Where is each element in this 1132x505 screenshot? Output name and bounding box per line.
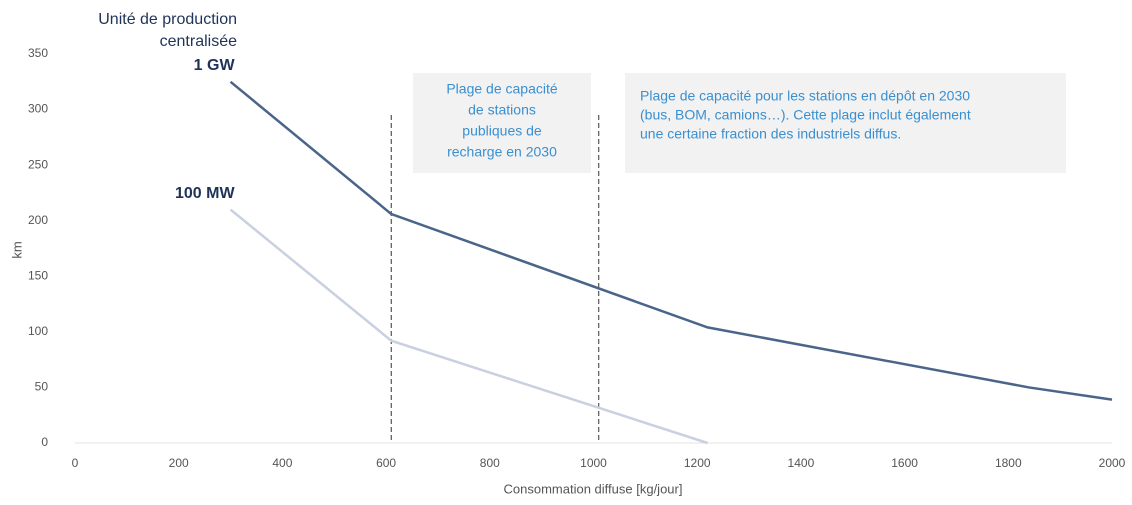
y-tick-label: 350 (28, 46, 48, 60)
y-axis-label: km (9, 241, 24, 258)
x-tick-label: 0 (72, 456, 79, 470)
annotation-box (413, 73, 591, 173)
annotation-text: Plage de capacité pour les stations en d… (640, 88, 970, 104)
x-tick-label: 1400 (788, 456, 815, 470)
annotation-text: Plage de capacité (446, 81, 558, 97)
annotation-text: une certaine fraction des industriels di… (640, 126, 901, 142)
x-tick-label: 2000 (1099, 456, 1126, 470)
series-label: 1 GW (194, 57, 236, 74)
x-tick-label: 800 (480, 456, 500, 470)
annotation-text: recharge en 2030 (447, 144, 557, 160)
x-tick-label: 600 (376, 456, 396, 470)
annotation-text: publiques de (462, 123, 542, 139)
x-tick-label: 1000 (580, 456, 607, 470)
y-tick-label: 250 (28, 157, 48, 171)
y-tick-label: 150 (28, 268, 48, 282)
series-label: 100 MW (175, 185, 235, 202)
annotation-box (625, 73, 1066, 173)
x-tick-label: 1200 (684, 456, 711, 470)
x-tick-label: 400 (272, 456, 292, 470)
annotation-text: de stations (468, 102, 536, 118)
x-tick-label: 200 (169, 456, 189, 470)
x-axis-label: Consommation diffuse [kg/jour] (504, 481, 683, 496)
y-tick-label: 100 (28, 324, 48, 338)
annotation-text: (bus, BOM, camions…). Cette plage inclut… (640, 107, 971, 123)
series-line (229, 80, 1113, 401)
series-line (229, 208, 708, 445)
title-line: Unité de production (98, 11, 237, 28)
y-tick-label: 50 (35, 380, 49, 394)
title-line: centralisée (160, 33, 237, 50)
x-tick-label: 1800 (995, 456, 1022, 470)
y-tick-label: 300 (28, 102, 48, 116)
y-tick-label: 200 (28, 213, 48, 227)
y-tick-label: 0 (41, 435, 48, 449)
x-tick-label: 1600 (891, 456, 918, 470)
